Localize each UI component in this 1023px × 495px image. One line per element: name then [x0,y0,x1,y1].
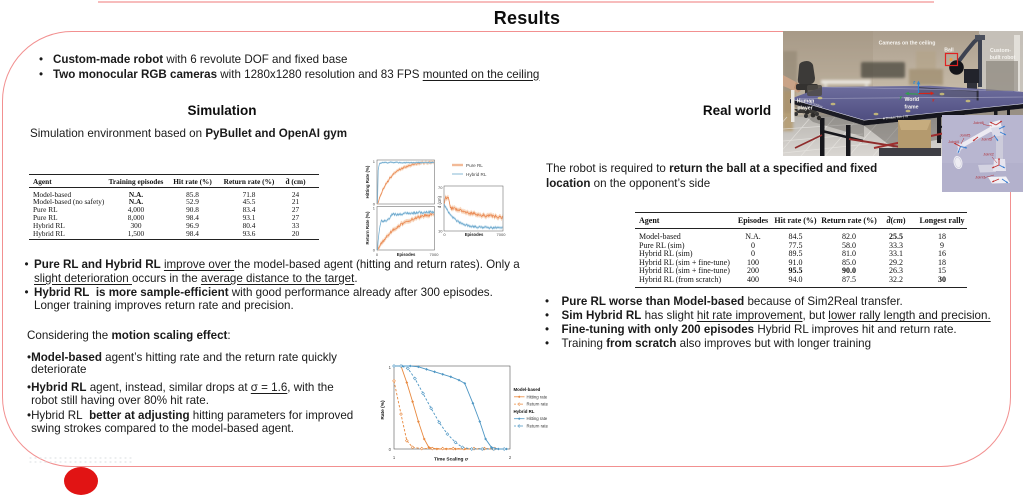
svg-text:Joint3: Joint3 [981,137,992,142]
svg-text:1: 1 [393,455,396,460]
svg-text:Hybrid RL: Hybrid RL [514,409,535,414]
svg-text:Time Scaling σ: Time Scaling σ [434,457,469,463]
svg-text:1: 1 [373,159,376,164]
svg-text:x: x [931,98,935,103]
svg-text:player: player [797,106,812,112]
svg-text:Hitting rate: Hitting rate [527,416,548,421]
svg-text:Return rate: Return rate [527,402,549,407]
svg-text:Joint6: Joint6 [973,120,984,125]
svg-text:Joint2: Joint2 [983,152,994,157]
svg-text:Joint1: Joint1 [975,175,986,180]
svg-text:Cameras on the ceiling: Cameras on the ceiling [879,41,936,47]
svg-text:Custom-: Custom- [990,48,1011,54]
svg-text:built robot: built robot [990,55,1016,61]
svg-text:0: 0 [376,252,379,257]
svg-text:7000: 7000 [430,252,440,257]
svg-text:frame: frame [904,105,918,111]
svg-text:World: World [904,97,919,103]
svg-text:1: 1 [389,365,392,370]
svg-text:y: y [899,95,903,100]
svg-text:0: 0 [443,232,446,237]
svg-text:0: 0 [389,447,392,452]
svg-text:70: 70 [438,185,443,190]
svg-text:Model-based: Model-based [514,387,541,392]
svg-text:Return rate: Return rate [527,424,549,429]
svg-text:Return Rate (%): Return Rate (%) [365,211,370,244]
svg-text:2: 2 [509,455,512,460]
svg-text:Pure RL: Pure RL [466,163,483,168]
svg-text:Hitting rate: Hitting rate [527,394,548,399]
svg-text:1: 1 [373,206,376,211]
svg-text:Rate (%): Rate (%) [380,400,386,420]
svg-text:Joint5: Joint5 [960,133,971,138]
svg-text:Human: Human [797,99,815,105]
svg-text:Hybrid RL: Hybrid RL [466,172,487,177]
svg-text:Hitting Rate (%): Hitting Rate (%) [365,165,370,198]
svg-text:Episodes: Episodes [397,252,416,257]
svg-text:7000: 7000 [497,232,507,237]
svg-text:Ball: Ball [944,48,954,54]
svg-text:Joint4: Joint4 [948,139,959,144]
svg-text:d (cm): d (cm) [437,195,442,207]
svg-text:Episodes: Episodes [465,232,484,237]
